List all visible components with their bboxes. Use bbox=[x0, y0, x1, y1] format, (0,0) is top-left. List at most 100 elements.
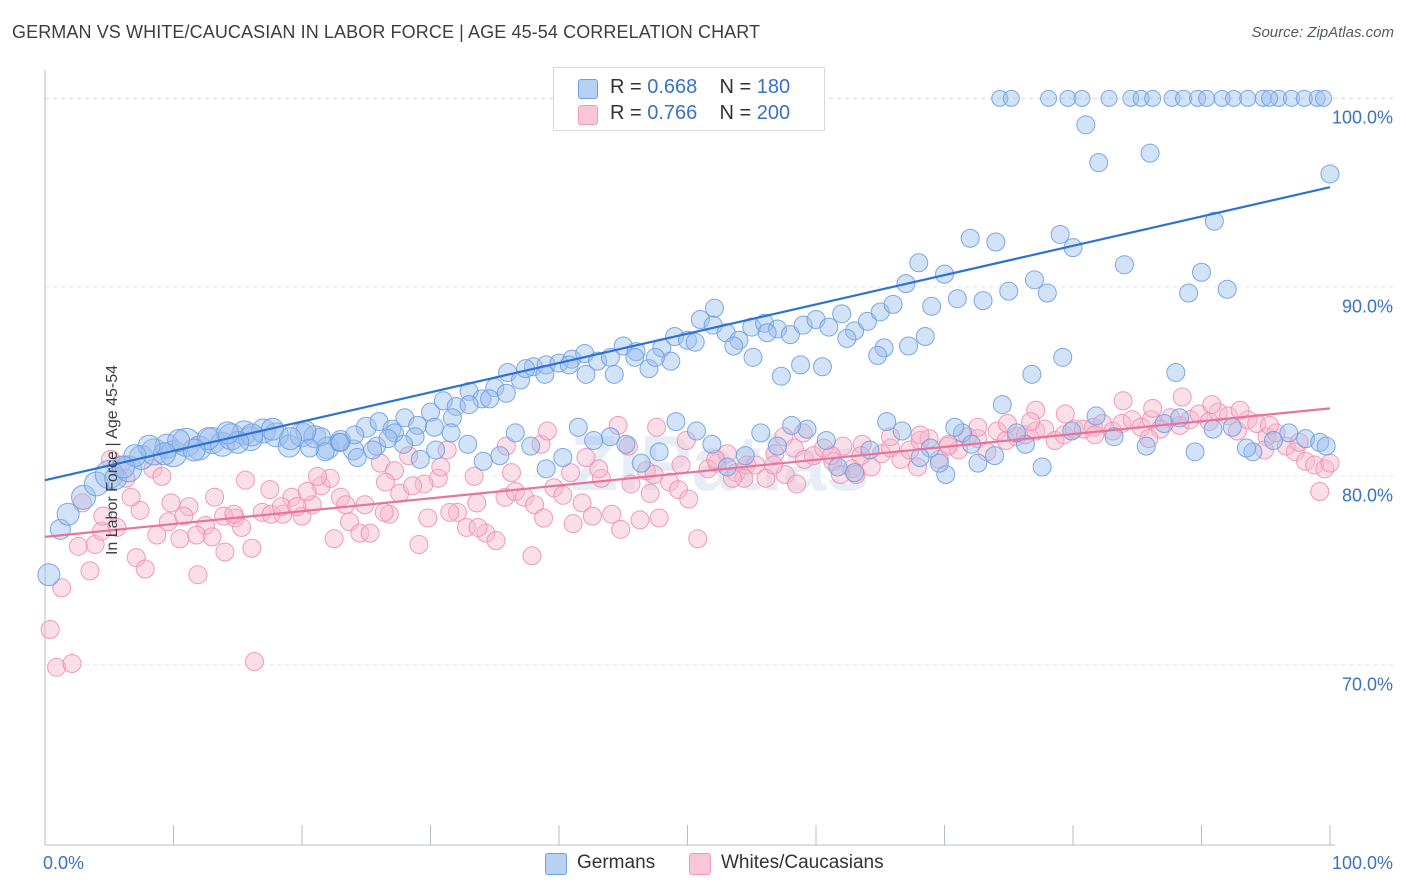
white-point bbox=[688, 529, 708, 549]
legend-swatch-germans bbox=[578, 79, 598, 99]
german-point bbox=[1239, 89, 1257, 107]
german-point bbox=[797, 419, 817, 439]
white-point bbox=[495, 487, 515, 507]
white-point bbox=[608, 415, 628, 435]
white-point bbox=[1139, 429, 1159, 449]
y-tick-label: 80.0% bbox=[1342, 485, 1393, 505]
german-point bbox=[1002, 89, 1020, 107]
white-point bbox=[671, 455, 691, 475]
white-point bbox=[467, 493, 487, 513]
white-point bbox=[618, 436, 638, 456]
x-tick-label: 100.0% bbox=[1332, 853, 1393, 873]
white-point bbox=[576, 448, 596, 467]
legend-r-value-germans: 0.668 bbox=[647, 76, 698, 98]
white-point bbox=[1113, 391, 1133, 411]
white-point bbox=[188, 565, 208, 585]
white-point bbox=[47, 657, 67, 677]
german-point bbox=[1032, 457, 1052, 477]
white-point bbox=[589, 459, 609, 479]
german-point bbox=[553, 448, 573, 467]
german-point bbox=[1279, 423, 1299, 443]
german-point bbox=[442, 408, 462, 428]
german-point bbox=[1243, 442, 1263, 462]
german-point bbox=[1213, 89, 1231, 107]
german-point bbox=[780, 325, 800, 345]
german-point bbox=[347, 448, 367, 467]
white-point bbox=[1315, 459, 1335, 479]
white-point bbox=[1055, 404, 1075, 424]
white-point bbox=[602, 504, 622, 524]
white-point bbox=[537, 421, 557, 441]
white-point bbox=[447, 502, 467, 522]
german-point bbox=[1163, 89, 1181, 107]
white-point bbox=[561, 463, 581, 483]
german-point bbox=[828, 457, 848, 477]
white-point bbox=[260, 480, 280, 500]
german-point bbox=[845, 321, 865, 341]
white-point bbox=[93, 506, 113, 526]
german-point bbox=[424, 417, 444, 437]
german-point bbox=[568, 417, 588, 437]
german-point bbox=[986, 232, 1006, 252]
german-point bbox=[584, 430, 604, 450]
legend-r-label: R = bbox=[610, 76, 642, 98]
white-point bbox=[787, 474, 807, 494]
german-point bbox=[1316, 436, 1336, 456]
german-point bbox=[1203, 419, 1223, 439]
y-tick-label: 90.0% bbox=[1342, 296, 1393, 316]
german-point bbox=[71, 484, 97, 510]
german-point bbox=[421, 402, 440, 422]
white-point bbox=[1218, 406, 1238, 426]
x-tick-label: 0.0% bbox=[43, 853, 84, 873]
german-point bbox=[915, 327, 935, 347]
white-point bbox=[1202, 395, 1222, 415]
german-point bbox=[1282, 89, 1300, 107]
white-point bbox=[62, 654, 82, 674]
german-point bbox=[1136, 436, 1156, 456]
german-point bbox=[782, 415, 802, 435]
y-tick-label: 70.0% bbox=[1342, 674, 1393, 694]
white-point bbox=[553, 485, 573, 505]
white-point bbox=[734, 468, 754, 488]
german-point bbox=[1040, 89, 1058, 107]
german-point bbox=[382, 419, 402, 439]
german-point bbox=[355, 416, 377, 438]
german-point bbox=[588, 351, 608, 371]
german-point bbox=[1024, 270, 1044, 290]
white-point bbox=[403, 476, 423, 496]
white-point bbox=[1310, 482, 1330, 502]
white-point bbox=[271, 497, 291, 517]
german-point bbox=[1308, 89, 1326, 107]
white-point bbox=[1143, 398, 1163, 418]
german-point bbox=[645, 347, 665, 367]
white-point bbox=[121, 487, 141, 507]
german-point bbox=[405, 427, 425, 447]
german-point bbox=[1198, 89, 1216, 107]
source-label: Source: ZipAtlas.com bbox=[1251, 24, 1394, 41]
german-point bbox=[1320, 164, 1340, 184]
german-point bbox=[1140, 143, 1160, 163]
german-point bbox=[1204, 211, 1224, 231]
german-point bbox=[639, 359, 659, 379]
german-point bbox=[458, 434, 478, 454]
legend-n-label: N = bbox=[719, 102, 752, 124]
german-point bbox=[625, 347, 645, 367]
german-point bbox=[604, 364, 624, 384]
german-point bbox=[929, 453, 949, 473]
white-point bbox=[1026, 400, 1046, 420]
german-point bbox=[767, 319, 787, 339]
white-point bbox=[821, 446, 841, 466]
legend-r-label: R = bbox=[610, 102, 642, 124]
german-point bbox=[968, 453, 988, 473]
white-point bbox=[649, 508, 669, 528]
white-point bbox=[468, 517, 488, 537]
german-point bbox=[857, 311, 877, 331]
german-point bbox=[860, 440, 880, 460]
german-point bbox=[1225, 89, 1243, 107]
legend-label-whites: Whites/Caucasians bbox=[721, 852, 884, 873]
german-point bbox=[1179, 283, 1199, 303]
legend-label-germans: Germans bbox=[577, 852, 656, 873]
german-point bbox=[473, 451, 493, 471]
german-point bbox=[991, 89, 1009, 107]
german-point bbox=[999, 281, 1019, 301]
